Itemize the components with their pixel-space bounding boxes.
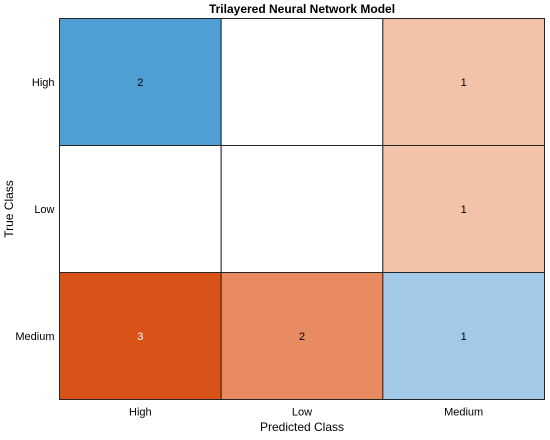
y-axis-label: True Class: [2, 180, 16, 238]
y-tick-label: High: [32, 77, 55, 89]
y-tick-labels: High Low Medium: [15, 77, 54, 343]
heatmap-cell-1-2: [220, 18, 384, 146]
cell-value-3-1: 3: [137, 331, 143, 343]
y-tick-label: Low: [34, 204, 54, 216]
y-tick-label: Medium: [15, 331, 54, 343]
plot-border: [59, 18, 545, 400]
heatmap-cell-1-1: [59, 18, 222, 146]
heatmap-cell-3-2: [220, 272, 384, 400]
x-tick-label: Medium: [444, 407, 483, 419]
cell-value-2-3: 1: [461, 204, 467, 216]
heatmap-cell-2-1: [59, 145, 222, 273]
cell-value-1-1: 2: [137, 77, 143, 89]
heatmap-cells: [59, 18, 546, 400]
cell-value-labels: 2 1 1 3 2 1: [137, 77, 466, 343]
heatmap-cell-2-2: [220, 145, 384, 273]
x-axis-label: Predicted Class: [260, 420, 344, 434]
x-tick-labels: High Low Medium: [129, 407, 483, 419]
x-tick-label: Low: [292, 407, 312, 419]
cell-value-3-3: 1: [461, 331, 467, 343]
chart-title: Trilayered Neural Network Model: [209, 2, 395, 16]
heatmap-cell-2-3: [382, 145, 546, 273]
cell-value-1-3: 1: [461, 77, 467, 89]
cell-value-3-2: 2: [299, 331, 305, 343]
x-tick-label: High: [129, 407, 152, 419]
